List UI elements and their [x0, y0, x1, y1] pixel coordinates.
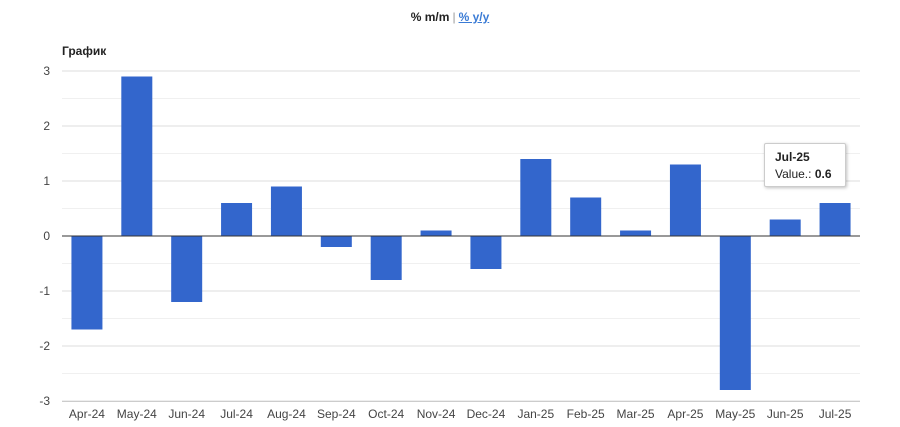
- x-tick-label: Jan-25: [517, 407, 554, 421]
- tooltip-value: 0.6: [814, 167, 832, 181]
- chart-title: График: [62, 44, 107, 58]
- bar-jul-25[interactable]: [819, 203, 851, 236]
- x-tick-label: Apr-25: [667, 407, 703, 421]
- x-tick-label: Dec-24: [467, 407, 506, 421]
- x-tick-label: Feb-25: [567, 407, 605, 421]
- bar-apr-24[interactable]: [71, 236, 103, 330]
- chart-tooltip: Jul-25 Value.: 0.6: [764, 143, 846, 187]
- y-tick-label: -1: [39, 284, 50, 298]
- y-tick-label: 2: [43, 119, 50, 133]
- x-tick-label: Oct-24: [368, 407, 404, 421]
- y-tick-label: -2: [39, 339, 50, 353]
- x-tick-label: Aug-24: [267, 407, 306, 421]
- bar-jul-24[interactable]: [221, 203, 253, 236]
- x-tick-label: Jul-25: [819, 407, 852, 421]
- x-tick-label: Jun-24: [168, 407, 205, 421]
- bar-sep-24[interactable]: [320, 236, 352, 247]
- tooltip-value-label: Value.:: [775, 167, 812, 181]
- toggle-separator: |: [452, 10, 456, 24]
- bar-oct-24[interactable]: [370, 236, 402, 280]
- bar-may-24[interactable]: [121, 76, 153, 237]
- bar-nov-24[interactable]: [420, 230, 452, 237]
- bar-apr-25[interactable]: [669, 164, 701, 237]
- tooltip-category: Jul-25: [775, 150, 810, 164]
- bar-jun-25[interactable]: [769, 219, 801, 237]
- bar-may-25[interactable]: [719, 236, 751, 390]
- yy-option-link[interactable]: % y/y: [458, 10, 490, 24]
- y-tick-label: -3: [39, 394, 50, 408]
- bar-dec-24[interactable]: [470, 236, 502, 269]
- bar-mar-25[interactable]: [620, 230, 652, 237]
- bar-jun-24[interactable]: [171, 236, 203, 302]
- x-tick-label: May-24: [117, 407, 157, 421]
- y-tick-label: 1: [43, 174, 50, 188]
- y-tick-label: 0: [43, 229, 50, 243]
- tooltip-row: Value.: 0.6: [775, 167, 845, 181]
- x-tick-label: Sep-24: [317, 407, 356, 421]
- x-tick-label: Mar-25: [617, 407, 655, 421]
- y-tick-label: 3: [43, 64, 50, 78]
- x-tick-label: Nov-24: [417, 407, 456, 421]
- metric-toggle: % m/m |% y/y: [0, 10, 900, 24]
- bar-feb-25[interactable]: [570, 197, 602, 237]
- x-tick-label: Jul-24: [220, 407, 253, 421]
- bar-jan-25[interactable]: [520, 159, 552, 236]
- x-tick-label: Jun-25: [767, 407, 804, 421]
- bar-aug-24[interactable]: [270, 186, 302, 237]
- x-tick-label: Apr-24: [69, 407, 105, 421]
- mm-option[interactable]: % m/m: [410, 10, 450, 24]
- x-tick-label: May-25: [715, 407, 755, 421]
